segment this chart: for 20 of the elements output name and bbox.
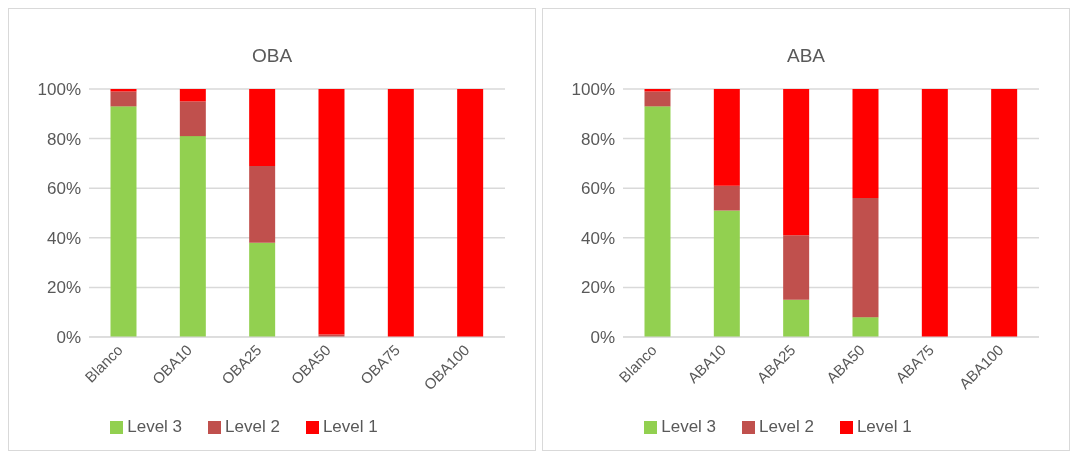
- y-tick-label: 40%: [580, 228, 615, 248]
- y-tick-label: 20%: [580, 278, 615, 298]
- y-tick-label: 20%: [46, 278, 81, 298]
- y-tick-label: 60%: [46, 179, 81, 199]
- chart-title: OBA: [250, 45, 294, 68]
- legend-label: Level 2: [225, 417, 280, 436]
- y-tick-label: 0%: [590, 328, 615, 348]
- y-tick-label: 60%: [580, 179, 615, 199]
- legend-label: Level 3: [127, 417, 183, 436]
- legend-label: Level 1: [322, 417, 378, 436]
- y-tick-label: 80%: [46, 129, 81, 149]
- y-tick-label: 80%: [580, 129, 615, 149]
- y-tick-label: 40%: [46, 228, 81, 248]
- legend-label: Level 2: [759, 417, 814, 436]
- y-tick-label: 100%: [571, 80, 615, 100]
- legend-label: Level 3: [661, 417, 717, 436]
- chart-title: ABA: [786, 45, 826, 68]
- y-tick-label: 100%: [37, 80, 81, 100]
- legend-label: Level 1: [856, 417, 912, 436]
- y-tick-label: 0%: [56, 328, 81, 348]
